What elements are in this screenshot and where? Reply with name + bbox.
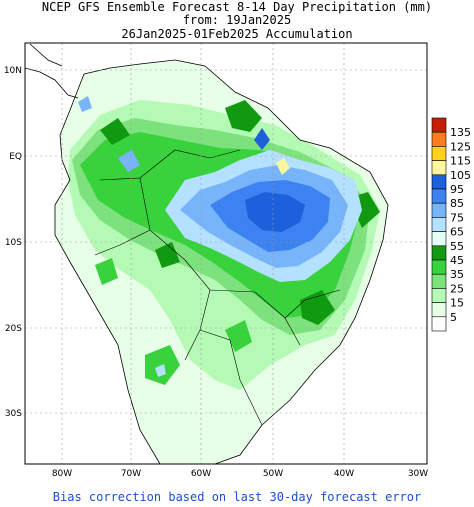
legend-swatch [431,273,447,289]
legend-swatch [431,316,447,332]
precip-95mm-area [245,128,305,232]
lon-label: 30W [408,469,428,479]
coastlines [25,43,389,464]
precip-75mm-northwest [78,96,140,172]
legend-label: 25 [450,282,464,295]
precip-105mm-area [276,158,290,175]
precip-65mm-south [155,364,166,377]
legend-swatch [431,231,447,247]
legend-swatch [431,245,447,261]
lon-label: 80W [52,469,72,479]
precipitation-field [55,60,388,464]
legend-label: 95 [450,183,464,196]
legend-swatch [431,202,447,218]
legend-swatch [431,117,447,133]
legend-label: 125 [450,140,471,153]
map-title-line3: 26Jan2025-01Feb2025 Accumulation [121,27,353,41]
legend-label: 35 [450,268,464,281]
lat-label: 10N [4,66,22,76]
lon-label: 40W [334,469,354,479]
legend-swatch [431,146,447,161]
legend-label: 85 [450,197,464,210]
legend-label: 65 [450,226,464,239]
lat-label: 10S [5,238,22,248]
south-america-coastline [83,59,389,464]
legend-label: 105 [450,169,471,182]
legend-swatch [431,131,447,147]
legend-label: 15 [450,297,464,310]
map-title-line2: from: 19Jan2025 [182,13,292,27]
lat-label: 20S [5,324,22,334]
legend-swatch [431,302,447,318]
legend-label: 75 [450,211,464,224]
legend-swatch [431,160,447,176]
legend-swatch [431,288,447,303]
legend-label: 135 [450,126,471,139]
west-coastline [54,73,161,464]
legend-label: 115 [450,155,471,168]
precip-35mm-south [95,258,252,385]
legend-swatch [431,174,447,190]
graticule [25,43,427,464]
lat-label: EQ [9,152,22,162]
lon-label: 60W [191,469,211,479]
central-america-coastline [25,43,79,99]
latitude-labels: 10N EQ 10S 20S 30S [4,66,22,419]
legend-swatch [431,217,447,232]
map-frame [24,42,428,465]
legend-label: 55 [450,240,464,253]
lon-label: 50W [263,469,283,479]
bias-correction-note: Bias correction based on last 30-day for… [52,490,422,504]
legend-swatch [431,188,447,204]
legend-label: 5 [450,311,457,324]
legend-swatch [431,259,447,275]
lat-label: 30S [5,409,22,419]
map-title-line1: NCEP GFS Ensemble Forecast 8-14 Day Prec… [41,0,433,14]
country-borders [94,149,341,426]
legend-label: 45 [450,254,464,267]
longitude-labels: 80W 70W 60W 50W 40W 30W [52,469,428,479]
lon-label: 70W [121,469,141,479]
